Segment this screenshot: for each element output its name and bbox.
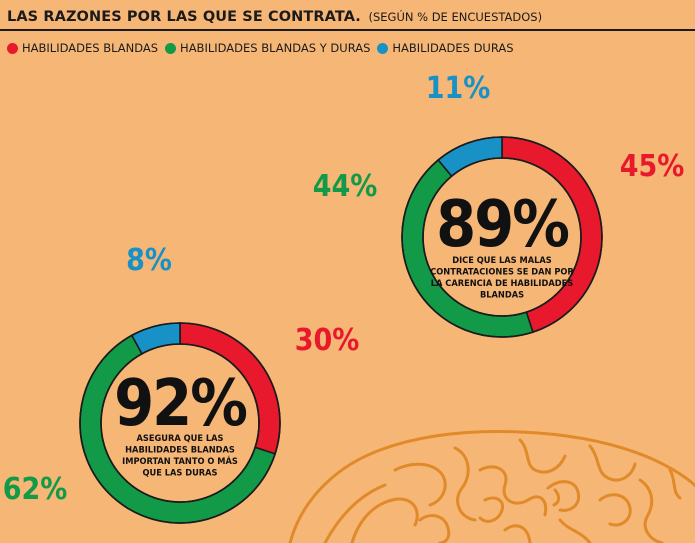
donut-inner-ring [100, 343, 260, 503]
page-title: LAS RAZONES POR LAS QUE SE CONTRATA. [7, 9, 361, 25]
center-caption-line: QUE LAS DURAS [142, 468, 217, 479]
legend: HABILIDADES BLANDAS HABILIDADES BLANDAS … [7, 39, 521, 57]
legend-swatch-duras [377, 42, 389, 54]
legend-swatch-ambas [165, 42, 177, 54]
slice-label-1: 30% [295, 323, 360, 358]
center-value: 89% [436, 188, 568, 262]
legend-label-blandas: HABILIDADES BLANDAS [22, 41, 159, 55]
center-caption-line: CONTRATACIONES SE DAN POR [430, 267, 574, 278]
donut-chart-1: 45% 44% 11% 89%DICE QUE LAS MALASCONTRATACI… [313, 71, 685, 338]
legend-swatch-blandas [7, 42, 18, 54]
header-divider [0, 29, 695, 31]
brain-illustration [288, 430, 695, 543]
page-subtitle: (SEGÚN % DE ENCUESTADOS) [368, 10, 543, 24]
center-caption-line: BLANDAS [480, 290, 524, 301]
slice-label-3: 8% [126, 243, 172, 278]
slice-label-2: 62% [3, 472, 68, 507]
donut-inner-ring [422, 157, 582, 317]
center-caption-line: IMPORTAN TANTO O MÁS [122, 455, 238, 467]
slice-label-2: 44% [313, 169, 378, 204]
legend-label-ambas: HABILIDADES BLANDAS Y DURAS [180, 41, 371, 55]
slice-label-3: 11% [426, 71, 491, 106]
legend-item-duras: HABILIDADES DURAS [377, 41, 514, 55]
slice-label-1: 45% [620, 149, 685, 184]
legend-item-blandas: HABILIDADES BLANDAS [7, 41, 158, 55]
center-caption-line: DICE QUE LAS MALAS [452, 255, 552, 266]
legend-label-duras: HABILIDADES DURAS [392, 41, 514, 55]
center-value: 92% [114, 367, 246, 441]
legend-item-ambas: HABILIDADES BLANDAS Y DURAS [165, 41, 370, 55]
donut-outer-ring [401, 136, 603, 338]
center-caption-line: HABILIDADES BLANDAS [125, 445, 235, 456]
center-caption-line: LA CARENCIA DE HABILIDADES [431, 278, 574, 289]
header: LAS RAZONES POR LAS QUE SE CONTRATA. (SE… [7, 6, 695, 28]
donut-center [423, 158, 581, 316]
donut-outer-ring [79, 322, 281, 524]
center-caption-line: ASEGURA QUE LAS [136, 433, 223, 444]
donut-center [101, 344, 259, 502]
